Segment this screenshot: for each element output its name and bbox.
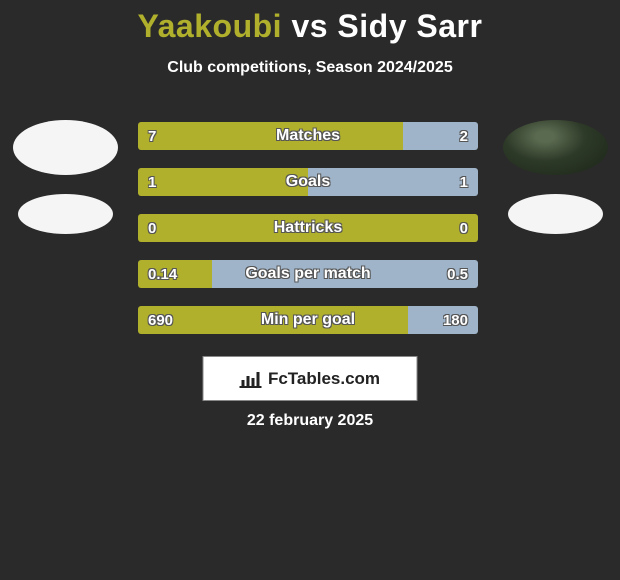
bar-segment-right — [212, 260, 478, 288]
subtitle: Club competitions, Season 2024/2025 — [0, 59, 620, 77]
bar-segment-left — [138, 260, 212, 288]
player2-flag — [508, 194, 603, 234]
brand-text: FcTables.com — [268, 369, 380, 389]
bar-segment-left — [138, 122, 403, 150]
bar-segment-left — [138, 168, 308, 196]
bar-row: 11Goals — [138, 168, 478, 196]
bar-row: 72Matches — [138, 122, 478, 150]
versus-label: vs — [291, 8, 328, 44]
bar-segment-left — [138, 306, 408, 334]
bar-segment-left — [138, 214, 478, 242]
player2-column — [490, 120, 620, 239]
player2-name: Sidy Sarr — [337, 8, 482, 44]
bar-row: 690180Min per goal — [138, 306, 478, 334]
bar-segment-right — [308, 168, 478, 196]
comparison-bars: 72Matches 11Goals 00Hattricks 0.140.5Goals … — [138, 122, 478, 352]
player2-avatar — [503, 120, 608, 175]
bar-row: 0.140.5Goals per match — [138, 260, 478, 288]
brand-badge: FcTables.com — [203, 356, 418, 401]
comparison-title: Yaakoubi vs Sidy Sarr — [0, 0, 620, 45]
player1-avatar — [13, 120, 118, 175]
bar-segment-right — [403, 122, 478, 150]
player1-column — [0, 120, 130, 239]
player1-name: Yaakoubi — [138, 8, 283, 44]
player1-flag — [18, 194, 113, 234]
date-label: 22 february 2025 — [0, 412, 620, 430]
chart-icon — [240, 370, 262, 388]
bar-row: 00Hattricks — [138, 214, 478, 242]
bar-segment-right — [408, 306, 478, 334]
